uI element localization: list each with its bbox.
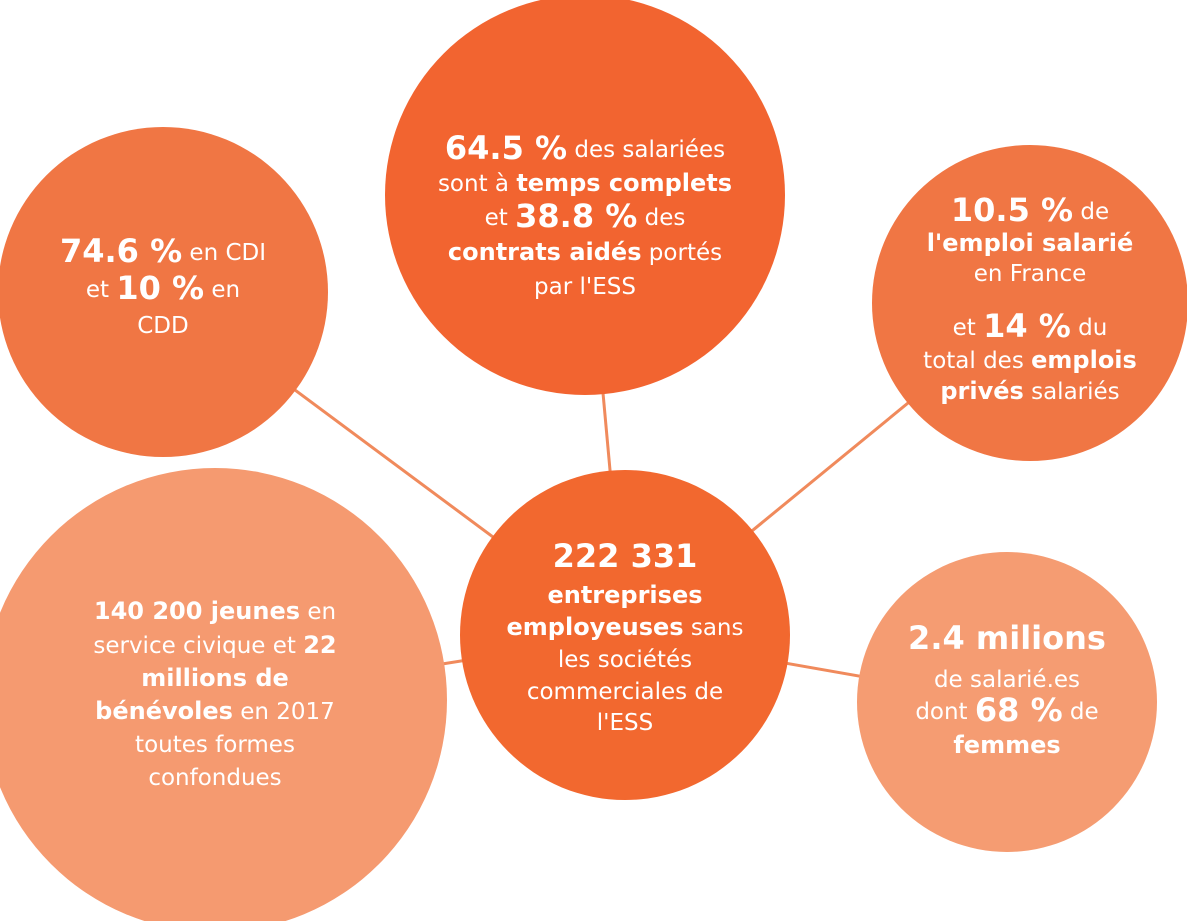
- bubble-line: employeuses sans: [507, 613, 744, 641]
- bold-text: 74.6 %: [60, 232, 182, 270]
- bold-text: l'emploi salarié: [927, 229, 1134, 257]
- bold-text: 2.4 milions: [908, 619, 1106, 657]
- bubble-circle: [0, 127, 328, 457]
- bold-text: femmes: [953, 731, 1060, 759]
- bubble-line: millions de: [141, 664, 289, 692]
- bubble-line: sont à temps complets: [438, 169, 732, 197]
- bold-text: 64.5 %: [445, 129, 567, 167]
- bubble-circle: [460, 470, 790, 800]
- bold-text: privés: [940, 377, 1023, 405]
- text: de: [1073, 199, 1109, 225]
- text: et: [485, 205, 515, 231]
- bubble-line: 74.6 % en CDI: [60, 232, 266, 270]
- bubble-circle: [872, 145, 1187, 461]
- bold-text: 22: [303, 631, 336, 659]
- text: du: [1071, 315, 1108, 341]
- text: sans: [684, 615, 744, 641]
- bubble-line: les sociétés: [558, 647, 692, 673]
- bubble-line: total des emplois: [923, 346, 1137, 374]
- bubble-line: et 38.8 % des: [485, 197, 686, 235]
- bold-text: 14 %: [983, 307, 1071, 345]
- bubble: 222 331 entreprises employeuses sans les so…: [460, 470, 790, 800]
- text: confondues: [148, 765, 281, 791]
- text: des: [637, 205, 685, 231]
- text: en: [300, 599, 336, 625]
- bubble-line: confondues: [148, 765, 281, 791]
- text: total des: [923, 348, 1031, 374]
- text: et: [953, 315, 983, 341]
- bubble-line: femmes: [953, 731, 1060, 759]
- bubble-line: par l'ESS: [534, 274, 636, 300]
- text: les sociétés: [558, 647, 692, 673]
- bubble-line: 10.5 % de: [951, 191, 1109, 229]
- bubble-line: entreprises: [547, 581, 702, 609]
- bold-text: entreprises: [547, 581, 702, 609]
- bubble-line: bénévoles en 2017: [95, 697, 335, 725]
- bold-text: 38.8 %: [515, 197, 637, 235]
- bubble-line: toutes formes: [135, 732, 295, 758]
- bold-text: 140 200 jeunes: [94, 597, 300, 625]
- text: de: [1063, 699, 1099, 725]
- bold-text: contrats aidés: [448, 238, 642, 266]
- text: service civique et: [93, 633, 303, 659]
- bubble-line: l'emploi salarié: [927, 229, 1134, 257]
- bold-text: 10 %: [116, 269, 204, 307]
- bold-text: 68 %: [975, 691, 1063, 729]
- bubble-line: contrats aidés portés: [448, 238, 722, 266]
- bubble-line: et 10 % en: [86, 269, 240, 307]
- bubble-line: de salarié.es: [934, 667, 1080, 693]
- text: par l'ESS: [534, 274, 636, 300]
- text: des salariées: [567, 137, 725, 163]
- bold-text: temps complets: [516, 169, 732, 197]
- bubble: 140 200 jeunes en service civique et 22 mi…: [0, 468, 447, 921]
- bubble-line: commerciales de: [527, 679, 723, 705]
- text: portés: [642, 240, 723, 266]
- text: salariés: [1024, 379, 1120, 405]
- text: l'ESS: [597, 710, 653, 736]
- bubble-line: et 14 % du: [953, 307, 1108, 345]
- bubble-line: 222 331: [553, 537, 698, 575]
- text: dont: [915, 699, 975, 725]
- text: toutes formes: [135, 732, 295, 758]
- text: commerciales de: [527, 679, 723, 705]
- text: en 2017: [233, 699, 335, 725]
- text: et: [86, 277, 116, 303]
- text: sont à: [438, 171, 516, 197]
- bubble-circle: [385, 0, 785, 395]
- bubble-line: dont 68 % de: [915, 691, 1098, 729]
- bold-text: 10.5 %: [951, 191, 1073, 229]
- bubble-circle: [857, 552, 1157, 852]
- text: CDD: [137, 313, 188, 339]
- bold-text: bénévoles: [95, 697, 233, 725]
- bold-text: 222 331: [553, 537, 698, 575]
- bubble-line: service civique et 22: [93, 631, 336, 659]
- text: en: [204, 277, 240, 303]
- bubble-line: l'ESS: [597, 710, 653, 736]
- bold-text: emplois: [1031, 346, 1137, 374]
- text: de salarié.es: [934, 667, 1080, 693]
- bubble-line: 140 200 jeunes en: [94, 597, 336, 625]
- bubble-line: 64.5 % des salariées: [445, 129, 725, 167]
- bubble-line: CDD: [137, 313, 188, 339]
- bubble-line: en France: [974, 261, 1087, 287]
- bold-text: employeuses: [507, 613, 684, 641]
- text: en CDI: [182, 240, 266, 266]
- bubble-line: 2.4 milions: [908, 619, 1106, 657]
- bubble-circle: [0, 468, 447, 921]
- bold-text: millions de: [141, 664, 289, 692]
- bubble-line: privés salariés: [940, 377, 1119, 405]
- text: en France: [974, 261, 1087, 287]
